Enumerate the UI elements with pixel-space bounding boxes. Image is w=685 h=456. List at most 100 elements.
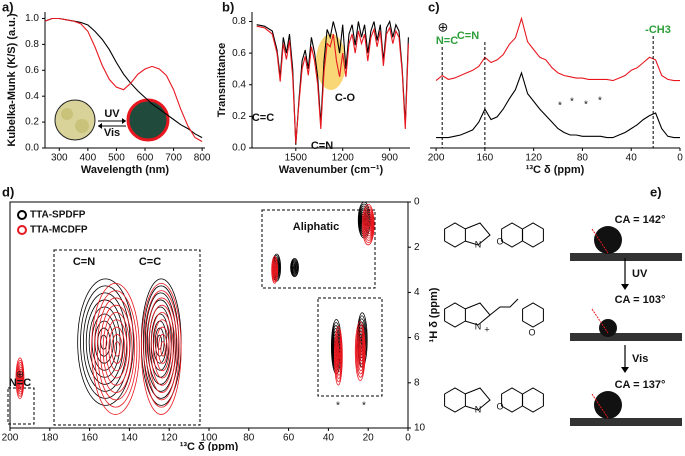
y-tick-label: 10 — [414, 423, 426, 434]
contour-ring — [105, 319, 128, 379]
contour-ring — [77, 278, 134, 406]
annotation: * — [598, 96, 602, 107]
inset-photo — [75, 119, 89, 133]
contour-ring — [354, 321, 366, 381]
contour-ring — [94, 290, 138, 408]
droplet — [594, 391, 622, 419]
contact-angle: CA = 142° — [615, 214, 666, 226]
series-line — [256, 25, 409, 144]
contour-ring — [155, 326, 170, 372]
y-tick-label: 0.8 — [25, 39, 39, 50]
annotation: C=C — [139, 256, 161, 268]
contour-ring — [108, 326, 126, 372]
inset-photo — [54, 99, 96, 141]
x-tick-label: 180 — [41, 433, 58, 444]
x-tick-label: 100 — [201, 433, 218, 444]
x-tick-label: 400 — [80, 153, 97, 164]
annotation: * — [336, 401, 340, 412]
atom-label: N — [475, 404, 482, 414]
contour-ring — [114, 341, 121, 357]
x-tick-label: 0 — [405, 433, 411, 444]
substrate — [570, 253, 682, 261]
atom-label: N — [475, 239, 482, 249]
legend-swatch — [17, 210, 27, 220]
molecule — [464, 387, 491, 411]
atom-label: O — [496, 236, 503, 246]
annotation: ⊕ — [16, 370, 24, 381]
contour-ring — [145, 297, 178, 401]
x-tick-label: 200 — [428, 153, 445, 164]
x-tick-label: 40 — [626, 153, 638, 164]
region-box — [7, 387, 35, 425]
substrate — [570, 418, 682, 426]
x-tick-label: 0 — [677, 153, 683, 164]
arrow-label: UV — [632, 268, 648, 280]
panel-e: e)N OCA = 142°N + OCA = 103°N OCA = 137°UVVi… — [444, 184, 682, 426]
contact-angle-line — [591, 393, 609, 419]
annotation: C=N — [311, 140, 333, 152]
y-tick-label: 2 — [414, 242, 420, 253]
molecule — [444, 302, 544, 328]
y-tick-label: 6 — [414, 332, 420, 343]
atom-label: O — [496, 401, 503, 411]
contour-ring — [150, 312, 174, 386]
series-line — [435, 16, 680, 82]
legend-swatch — [17, 225, 27, 235]
y-axis-label: Transmittance — [216, 43, 228, 118]
molecule — [464, 222, 491, 246]
contour-ring — [361, 203, 375, 246]
x-axis-label: ¹³C δ (ppm) — [180, 441, 239, 451]
contour-ring — [365, 212, 373, 237]
annotation: * — [570, 97, 574, 108]
x-tick-label: 120 — [525, 153, 542, 164]
series-line — [44, 17, 203, 142]
x-tick-label: 800 — [194, 153, 211, 164]
annotation: C=N — [457, 30, 479, 42]
contour-ring — [362, 206, 375, 244]
x-tick-label: 20 — [363, 433, 375, 444]
x-tick-label: 600 — [137, 153, 154, 164]
x-tick-label: 140 — [121, 433, 138, 444]
contour-ring — [144, 292, 177, 392]
annotation: -CH3 — [645, 24, 671, 36]
x-tick-label: 900 — [381, 153, 398, 164]
contour-ring — [96, 297, 135, 401]
contour-ring — [271, 255, 279, 284]
contour-ring — [366, 215, 373, 235]
contour-ring — [15, 357, 25, 400]
annotation: N=C — [9, 377, 31, 389]
contour-ring — [148, 304, 176, 393]
annotation: Vis — [104, 127, 120, 139]
x-tick-label: 1500 — [285, 153, 308, 164]
panel-label: d) — [2, 184, 14, 199]
panel-label: a) — [2, 0, 14, 14]
arrow — [122, 118, 126, 124]
x-axis-label: Wavenumber (cm⁻¹) — [279, 164, 384, 176]
x-tick-label: 80 — [243, 433, 255, 444]
y-tick-label: 0.2 — [232, 111, 246, 122]
annotation: * — [362, 401, 366, 412]
contour-ring — [80, 285, 131, 399]
panel-label: e) — [650, 184, 662, 199]
contour-ring — [91, 282, 140, 415]
annotation: * — [584, 100, 588, 111]
y-tick-label: 1.0 — [25, 13, 39, 24]
annotation: UV — [104, 108, 120, 120]
contour-ring — [368, 221, 372, 228]
y-tick-label: 8 — [414, 377, 420, 388]
x-axis-label: ¹³C δ (ppm) — [526, 164, 585, 176]
x-tick-label: 160 — [477, 153, 494, 164]
atom-label: N — [475, 321, 482, 331]
atom-label: O — [528, 327, 535, 337]
substrate — [570, 333, 682, 341]
y-axis-label: Kubelka-Munk (K/S) (a.u.) — [6, 13, 18, 147]
x-tick-label: 300 — [51, 153, 68, 164]
contour-ring — [153, 319, 172, 379]
legend-label: TTA-SPDFP — [30, 210, 86, 221]
panel-label: c) — [428, 0, 440, 14]
annotation: * — [558, 101, 562, 112]
droplet — [599, 319, 617, 337]
x-tick-label: 40 — [323, 433, 335, 444]
arrow — [98, 123, 102, 129]
y-tick-label: 0.4 — [25, 91, 39, 102]
